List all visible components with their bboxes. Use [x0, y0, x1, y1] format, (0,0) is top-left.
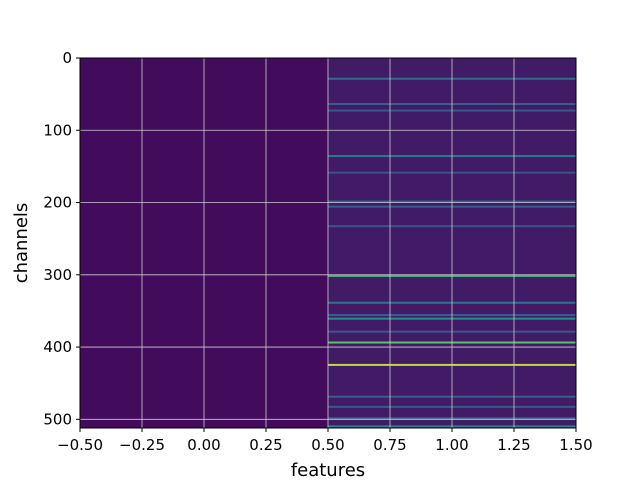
- x-axis-label: features: [291, 460, 365, 480]
- y-axis-label: channels: [11, 203, 32, 284]
- x-tick-label: 1.50: [559, 436, 592, 454]
- y-tick-label: 0: [62, 49, 72, 67]
- x-tick-label: 1.25: [497, 436, 530, 454]
- y-tick-label: 300: [43, 266, 72, 284]
- x-tick-label: −0.25: [119, 436, 165, 454]
- y-tick-label: 500: [43, 410, 72, 428]
- y-tick-label: 100: [43, 121, 72, 139]
- x-tick-label: 0.25: [249, 436, 282, 454]
- y-tick-label: 400: [43, 338, 72, 356]
- y-axis-ticks: 0 100 200 300 400 500: [43, 49, 80, 428]
- x-tick-label: 1.00: [435, 436, 468, 454]
- x-tick-label: 0.50: [311, 436, 344, 454]
- x-tick-label: 0.00: [187, 436, 220, 454]
- x-axis-ticks: −0.50 −0.25 0.00 0.25 0.50 0.75 1.00 1.25 1.50: [57, 428, 593, 454]
- y-tick-label: 200: [43, 194, 72, 212]
- x-tick-label: −0.50: [57, 436, 103, 454]
- x-tick-label: 0.75: [373, 436, 406, 454]
